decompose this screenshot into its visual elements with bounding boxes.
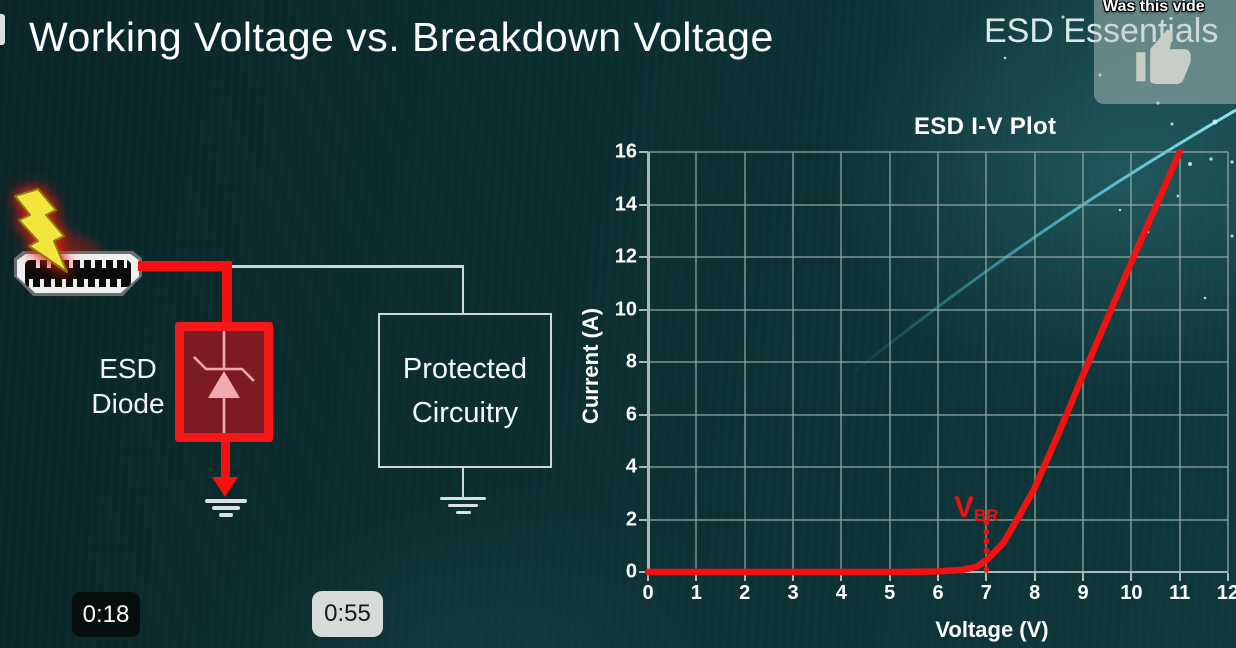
iv-curve: [644, 148, 1183, 576]
hdmi-connector-icon: [14, 251, 142, 296]
x-tick-label: 10: [1120, 582, 1143, 604]
iv-plot-area: 0 1 2 3 4 5 6 7 8 9 10 11 12 0 2 4 6 8 10 12 14 16: [615, 141, 1236, 605]
y-tick-label: 8: [625, 350, 637, 373]
timestamp-chip-dark[interactable]: 0:18: [72, 592, 140, 637]
thumbs-up-icon[interactable]: [1128, 20, 1204, 96]
lightning-bolt-icon: [14, 188, 68, 273]
y-tick-label: 0: [625, 560, 637, 583]
timestamp-chip-light[interactable]: 0:55: [312, 591, 383, 637]
protected-circuitry-box: Protected Circuitry: [378, 313, 552, 468]
clipped-ui-fragment: [0, 14, 5, 45]
y-tick-label: 16: [614, 140, 637, 163]
wire-gray-to-ground: [461, 468, 464, 498]
x-tick-label: 8: [1029, 582, 1041, 604]
arrow-down-icon: [212, 477, 238, 497]
x-tick-label: 4: [835, 582, 847, 604]
wire-red-horizontal: [138, 261, 232, 271]
zener-diode-icon: [193, 331, 255, 433]
chart-title: ESD I-V Plot: [914, 113, 1057, 140]
esd-diode-label: ESD Diode: [91, 353, 165, 419]
brand-text: ESD Essentials: [984, 12, 1219, 50]
esd-diode-box: [175, 322, 273, 442]
x-tick-label: 2: [739, 582, 751, 604]
x-tick-label: 5: [884, 582, 896, 604]
page-title: Working Voltage vs. Breakdown Voltage: [29, 14, 774, 60]
y-tick-label: 2: [625, 508, 637, 530]
x-tick-label: 7: [980, 582, 992, 604]
x-tick-label: 6: [932, 582, 944, 604]
like-prompt-overlay[interactable]: Was this vide: [1094, 0, 1236, 104]
y-axis-label: Current (A): [578, 307, 603, 425]
vbr-annotation: VBR: [954, 491, 999, 526]
x-tick-label: 1: [690, 582, 702, 604]
wire-red-vertical: [222, 261, 232, 324]
x-tick-label: 0: [642, 582, 654, 604]
y-tick-label: 14: [614, 193, 637, 215]
x-tick-label: 3: [787, 582, 799, 604]
x-tick-label: 9: [1077, 582, 1089, 604]
x-axis-label: Voltage (V): [935, 617, 1049, 642]
y-tick-label: 10: [614, 298, 637, 320]
y-tick-label: 6: [625, 403, 637, 425]
wire-gray-horizontal: [232, 265, 464, 268]
x-tick-label: 12: [1216, 582, 1236, 604]
y-tick-label: 4: [625, 455, 637, 478]
wire-red-to-ground: [221, 442, 230, 479]
like-prompt-text: Was this vide: [1103, 0, 1205, 15]
x-tick-label: 11: [1169, 582, 1191, 604]
y-tick-label: 12: [614, 245, 637, 268]
wire-gray-vertical: [461, 265, 464, 314]
